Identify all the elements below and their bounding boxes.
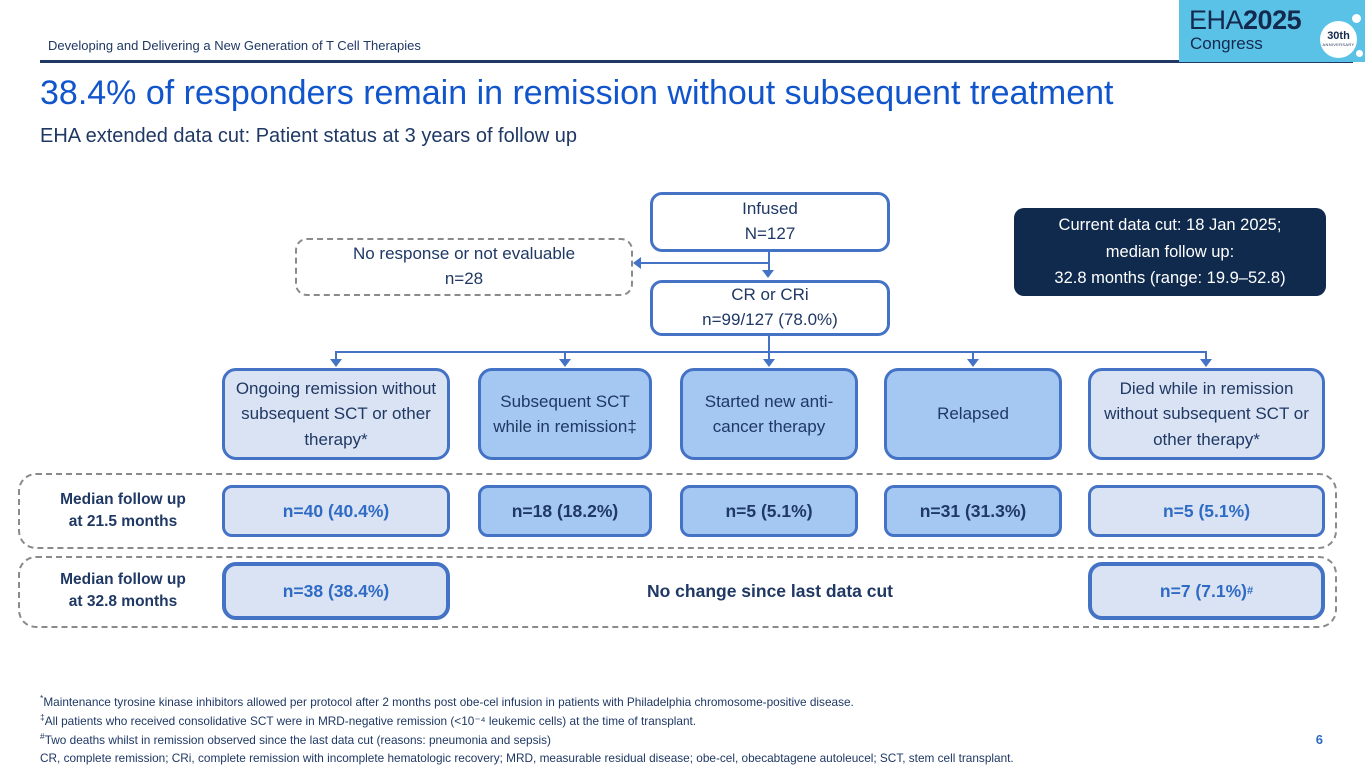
arrowhead-cat-2: [559, 359, 571, 367]
arrowhead-to-no-response: [633, 257, 641, 269]
category-box-subsequent-sct: Subsequent SCT while in remission‡: [478, 368, 652, 460]
arrowhead-cat-5: [1200, 359, 1212, 367]
branch-drop-1: [335, 351, 337, 361]
row-21-5-months-label: Median follow up at 21.5 months: [60, 491, 186, 531]
page-number: 6: [1315, 732, 1323, 747]
branch-drop-2: [564, 351, 566, 361]
eha-congress-logo: EHA2025 Congress 30th ANNIVERSARY: [1179, 0, 1365, 62]
page-subtitle: EHA extended data cut: Patient status at…: [40, 125, 577, 147]
arrowhead-cat-3: [763, 359, 775, 367]
arrowhead-cat-1: [330, 359, 342, 367]
category-box-died-in-remission: Died while in remission without subseque…: [1088, 368, 1325, 460]
category-box-new-anticancer: Started new anti-cancer therapy: [680, 368, 858, 460]
footnote-line: CR, complete remission; CRi, complete re…: [40, 751, 1014, 766]
flow-box-cr-cri: CR or CRi n=99/127 (78.0%): [650, 280, 890, 336]
category-box-ongoing-remission: Ongoing remission without subsequent SCT…: [222, 368, 450, 460]
row-32-8-months-label: Median follow up at 32.8 months: [60, 571, 186, 611]
branch-drop-4: [972, 351, 974, 361]
header-divider: [40, 60, 1353, 63]
value-32-8-died: n=7 (7.1%) #: [1088, 562, 1325, 620]
anniversary-badge: 30th ANNIVERSARY: [1320, 21, 1357, 58]
connector-to-no-response: [641, 262, 769, 264]
logo-wordmark: EHA2025: [1189, 5, 1302, 35]
branch-line: [335, 351, 1207, 353]
no-change-note: No change since last data cut: [646, 580, 894, 601]
connector-infused-to-cr: [768, 252, 770, 271]
footnote-line: #Two deaths whilst in remission observed…: [40, 730, 551, 747]
value-21-5-sct: n=18 (18.2%): [478, 485, 652, 537]
logo-congress-label: Congress: [1190, 34, 1263, 53]
branch-drop-3: [768, 351, 770, 361]
connector-cr-to-branch: [768, 336, 770, 352]
branch-drop-5: [1205, 351, 1207, 361]
arrowhead-to-cr: [762, 270, 774, 278]
row-21-5-months-band: [18, 473, 1337, 549]
row-32-8-months-band: [18, 556, 1337, 628]
slide-header-text: Developing and Delivering a New Generati…: [48, 38, 421, 53]
logo-decor-dot: [1356, 50, 1363, 57]
footnote-line: *Maintenance tyrosine kinase inhibitors …: [40, 693, 854, 709]
footnotes: *Maintenance tyrosine kinase inhibitors …: [40, 692, 1014, 767]
arrowhead-cat-4: [967, 359, 979, 367]
value-21-5-ongoing: n=40 (40.4%): [222, 485, 450, 537]
flow-box-infused: Infused N=127: [650, 192, 890, 252]
value-21-5-died: n=5 (5.1%): [1088, 485, 1325, 537]
footnote-line: ‡All patients who received consolidative…: [40, 711, 697, 728]
logo-decor-dot: [1352, 14, 1361, 23]
value-32-8-ongoing: n=38 (38.4%): [222, 562, 450, 620]
category-box-relapsed: Relapsed: [884, 368, 1062, 460]
value-21-5-anticancer: n=5 (5.1%): [680, 485, 858, 537]
page-title: 38.4% of responders remain in remission …: [40, 74, 1114, 112]
data-cut-note: Current data cut: 18 Jan 2025; median fo…: [1014, 208, 1326, 296]
flow-box-no-response: No response or not evaluable n=28: [295, 238, 633, 296]
value-21-5-relapsed: n=31 (31.3%): [884, 485, 1062, 537]
